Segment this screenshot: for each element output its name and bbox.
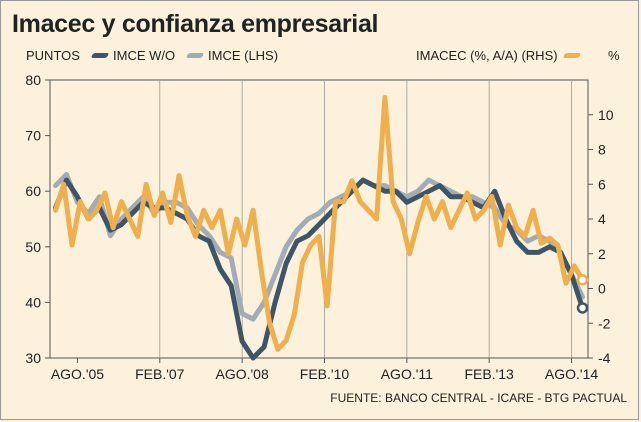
- y-left-tick-label: 30: [25, 350, 41, 366]
- legend-label-imacec: IMACEC (%, A/A) (RHS): [416, 48, 558, 63]
- y-right-tick-label: -2: [598, 315, 611, 331]
- source-note: FUENTE: BANCO CENTRAL - ICARE - BTG PACT…: [330, 391, 627, 405]
- right-axis-unit-label: %: [608, 48, 620, 63]
- legend-imce-lhs: IMCE (LHS): [185, 48, 279, 63]
- x-tick-label: FEB.'07: [135, 366, 185, 382]
- y-right-tick-label: 8: [598, 142, 606, 158]
- x-tick-label: AGO.'08: [216, 366, 269, 382]
- y-right-tick-label: 10: [598, 107, 614, 123]
- x-tick-label: AGO.'11: [381, 366, 433, 382]
- y-left-tick-label: 40: [25, 294, 41, 310]
- y-left-tick-label: 80: [25, 72, 41, 88]
- y-right-tick-label: 0: [598, 281, 606, 297]
- x-tick-label: FEB.'13: [464, 366, 514, 382]
- x-tick-label: AGO.'14: [545, 366, 598, 382]
- x-tick-label: AGO.'05: [51, 366, 104, 382]
- y-right-tick-label: 2: [598, 246, 606, 262]
- y-left-tick-label: 60: [25, 183, 41, 199]
- right-axis-unit-text: %: [608, 48, 620, 63]
- left-axis-unit-label: PUNTOS: [26, 48, 80, 63]
- y-right-tick-label: -4: [598, 350, 611, 366]
- legend-imacec: IMACEC (%, A/A) (RHS): [416, 48, 585, 63]
- y-left-tick-label: 50: [25, 239, 41, 255]
- legend-imce-wo: IMCE W/O: [90, 48, 176, 63]
- chart-title: Imacec y confianza empresarial: [12, 10, 379, 38]
- series-line-imacec-a-a-rhs-: [53, 94, 585, 352]
- y-right-tick-label: 4: [598, 211, 606, 227]
- series-end-marker: [576, 302, 589, 314]
- y-left-tick-label: 70: [25, 128, 41, 144]
- legend-label-imce-wo: IMCE W/O: [113, 48, 176, 63]
- legend-label-imce-lhs: IMCE (LHS): [208, 48, 279, 63]
- series-end-marker: [576, 274, 589, 286]
- x-tick-label: FEB.'10: [300, 366, 350, 382]
- y-right-tick-label: 6: [598, 176, 606, 192]
